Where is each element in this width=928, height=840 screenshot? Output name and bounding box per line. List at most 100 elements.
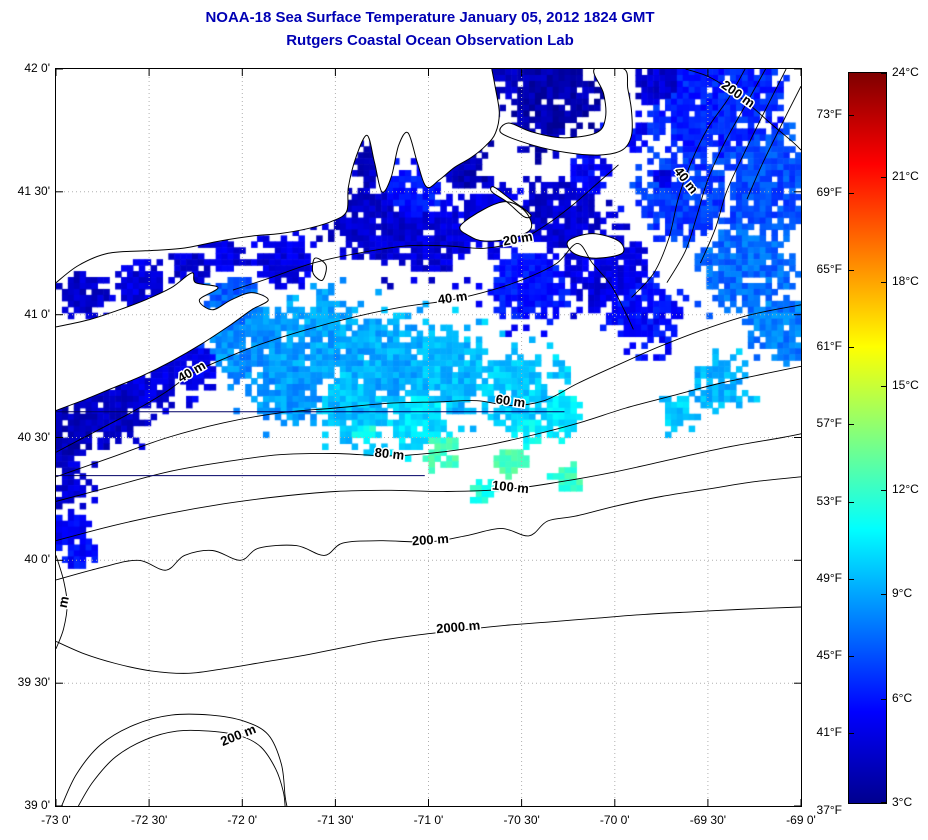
bathymetry-contour [746,85,801,200]
x-tick-label: -69 0' [786,813,816,827]
landmass-nantucket [567,233,624,259]
x-tick-label: -70 30' [503,813,540,827]
colorbar-fahrenheit-label: 37°F [816,802,842,817]
y-tick-label: 39 30' [17,675,50,690]
x-tick-label: -72 0' [227,813,258,827]
colorbar-celsius-label: 18°C [892,273,919,288]
colorbar-tick [881,698,886,700]
colorbar-celsius-label: 3°C [892,795,913,809]
coastline-mainland-ct-ri-ma [56,69,500,284]
x-tick-label: -71 30' [317,813,354,827]
y-tick-label: 40 30' [17,429,50,444]
figure-title: NOAA-18 Sea Surface Temperature January … [0,6,860,52]
contour-label: 40 m [437,288,468,307]
coastline-long-island [56,272,269,411]
colorbar-tick [881,385,886,387]
x-tick-label: -72 30' [130,813,168,827]
coastline-elizabeth-islands [490,186,532,219]
colorbar-tick [881,177,886,179]
bathymetry-contour [56,555,68,649]
bathymetry-contour [56,304,801,478]
colorbar-tick [849,115,854,117]
landmass-marthas-vineyard [459,201,532,242]
landmass-mainland-ct-ri-ma [56,69,500,283]
contour-label: 80 m [374,445,405,463]
colorbar-tick [849,424,854,426]
contour-label: 60 m [495,391,526,410]
x-tick-label: -70 0' [599,813,630,827]
x-tick-label: -73 0' [41,813,71,827]
colorbar-fahrenheit-label: 53°F [816,493,842,508]
colorbar-fahrenheit-label: 57°F [816,416,842,431]
landmass-long-island [56,272,269,411]
contour-label: 200 m [411,531,449,549]
contour-label: 100 m [491,477,529,496]
y-tick-label: 42 0' [24,61,50,75]
colorbar-tick [849,733,854,735]
bathymetry-contour [666,69,766,283]
landmass-block-island [312,257,327,281]
y-tick-label: 41 0' [24,306,50,321]
colorbar-tick [881,281,886,283]
landmass-cape-cod [499,69,633,156]
bathymetry-contour [78,729,286,806]
bathymetry-contour [56,242,634,453]
y-tick-label: 41 30' [17,183,50,198]
coastline-cape-cod [499,69,633,156]
figure-title-line1: NOAA-18 Sea Surface Temperature January … [205,9,655,26]
colorbar-celsius-label: 9°C [892,586,913,601]
colorbar-fahrenheit-label: 65°F [816,261,842,276]
colorbar-tick [849,347,854,349]
bathymetry-contour [232,164,619,291]
coastline-nantucket [566,233,625,259]
colorbar-celsius-label: 6°C [892,690,913,705]
transect-layer [56,411,565,477]
colorbar-fahrenheit-label: 69°F [816,184,842,199]
coastline-layer [56,69,633,411]
bathymetry-contour [61,713,288,806]
bathymetry-layer [56,69,801,806]
x-tick-label: -71 0' [413,813,444,827]
colorbar-tick [849,578,854,580]
colorbar-tick [849,192,854,194]
colorbar-fahrenheit-label: 41°F [816,725,842,740]
coastline-marthas-vineyard [459,201,533,242]
colorbar-celsius-label: 12°C [892,482,919,497]
bathymetry-contour [631,69,746,298]
colorbar-celsius-label: 24°C [892,65,919,79]
colorbar-tick [849,501,854,503]
bathymetry-contour [699,69,787,264]
colorbar [848,72,887,804]
bathymetry-contour [685,69,801,151]
contour-label: 40 m [175,358,208,386]
y-tick-label: 39 0' [24,798,50,812]
colorbar-fahrenheit-label: 49°F [816,570,842,585]
axis-tick-layer [56,69,801,806]
colorbar-celsius-label: 21°C [892,169,919,184]
colorbar-fahrenheit-label: 73°F [816,107,842,122]
figure-title-line2: Rutgers Coastal Ocean Observation Lab [286,32,574,49]
contour-label: m [56,595,72,609]
bathymetry-contour [56,606,801,674]
contour-label: 2000 m [436,617,481,636]
colorbar-tick [849,269,854,271]
contour-label: 200 m [218,721,258,749]
colorbar-tick [881,73,886,74]
y-tick-label: 40 0' [24,552,50,567]
colorbar-gradient [849,73,886,803]
x-tick-label: -69 30' [689,813,727,827]
land-layer [56,69,633,411]
colorbar-tick [881,802,886,803]
bathymetry-contour [56,433,801,542]
bathymetry-contour [56,476,801,581]
colorbar-fahrenheit-label: 45°F [816,648,842,663]
colorbar-tick [881,490,886,492]
bathymetry-contour [56,365,801,502]
colorbar-fahrenheit-label: 61°F [816,339,842,354]
colorbar-tick [849,656,854,658]
colorbar-tick [881,594,886,596]
contour-label: 20 m [502,229,534,249]
